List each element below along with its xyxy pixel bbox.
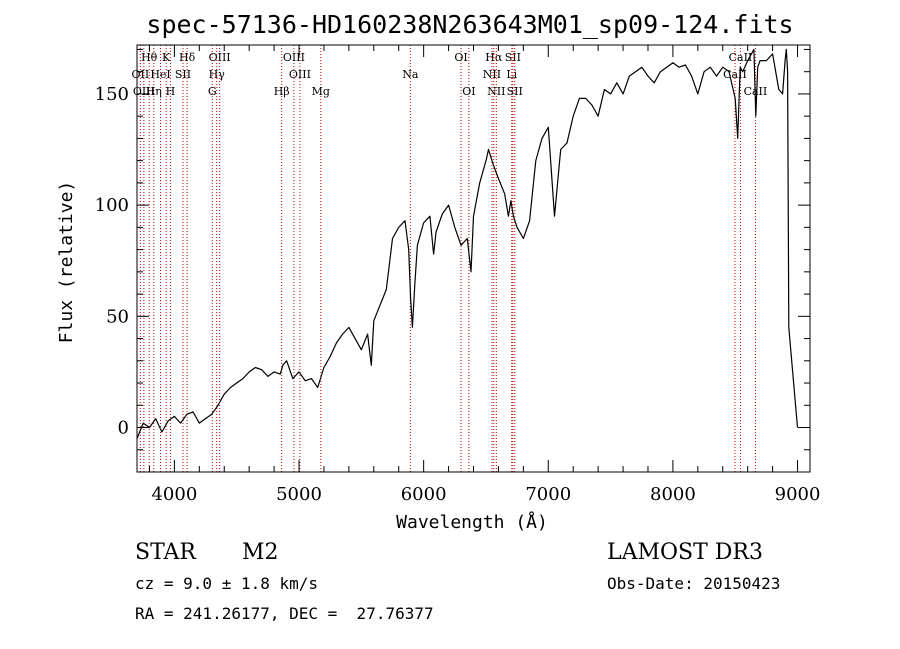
y-tick-label-1: 50: [106, 306, 129, 327]
line-label-7: SII: [175, 68, 191, 81]
tick-layer: 4000 5000 6000 7000 8000 9000 0 50 100 150: [95, 45, 821, 505]
x-axis-label: Wavelength (Å): [396, 511, 548, 533]
y-tick-label-2: 100: [95, 195, 129, 216]
line-label-2: OIII: [133, 85, 155, 98]
line-label-17: OI: [454, 51, 467, 64]
line-label-3: K: [162, 51, 171, 64]
line-label-8: H: [166, 85, 176, 98]
coordinates-text: RA = 241.26177, DEC = 27.76377: [135, 604, 434, 623]
line-label-22: SII: [505, 51, 521, 64]
line-label-12: OIII: [283, 51, 305, 64]
line-label-1: OII: [132, 68, 150, 81]
subclass-label: M2: [242, 540, 279, 565]
line-label-21: NII: [487, 85, 505, 98]
line-label-13: OIII: [289, 68, 311, 81]
line-label-5: Hη: [146, 85, 162, 98]
line-label-19: Hα: [485, 51, 503, 64]
axes: [136, 44, 811, 473]
line-label-23: Li: [506, 68, 517, 81]
line-label-15: Mg: [312, 85, 330, 98]
line-label-11: G: [208, 85, 217, 98]
y-tick-label-0: 0: [118, 418, 129, 439]
line-label-18: OI: [462, 85, 475, 98]
line-label-16: Na: [402, 68, 419, 81]
x-tick-label-3: 7000: [525, 484, 571, 505]
series-layer: [136, 48, 799, 439]
line-label-4: HeI: [150, 68, 170, 81]
x-tick-label-2: 6000: [401, 484, 447, 505]
line-label-14: Hβ: [274, 85, 290, 98]
y-tick-label-3: 150: [95, 84, 129, 105]
survey-label: LAMOST DR3: [607, 540, 763, 565]
redshift-text: cz = 9.0 ± 1.8 km/s: [135, 574, 319, 593]
line-label-9: OIII: [209, 51, 231, 64]
class-label: STAR: [135, 540, 196, 565]
line-label-6: Hδ: [179, 51, 196, 64]
line-label-20: NII: [483, 68, 501, 81]
line-label-24: SII: [507, 85, 523, 98]
spectrum-line-0: [136, 48, 799, 439]
x-tick-label-1: 5000: [276, 484, 322, 505]
chart-title: spec-57136-HD160238N263643M01_sp09-124.f…: [146, 10, 793, 39]
x-tick-label-5: 9000: [775, 484, 821, 505]
y-axis-label: Flux (relative): [56, 181, 77, 344]
obs-date-text: Obs-Date: 20150423: [607, 574, 781, 593]
x-tick-label-0: 4000: [151, 484, 197, 505]
x-tick-label-4: 8000: [650, 484, 696, 505]
line-label-10: Hγ: [209, 68, 226, 81]
plot-frame: [136, 44, 811, 473]
